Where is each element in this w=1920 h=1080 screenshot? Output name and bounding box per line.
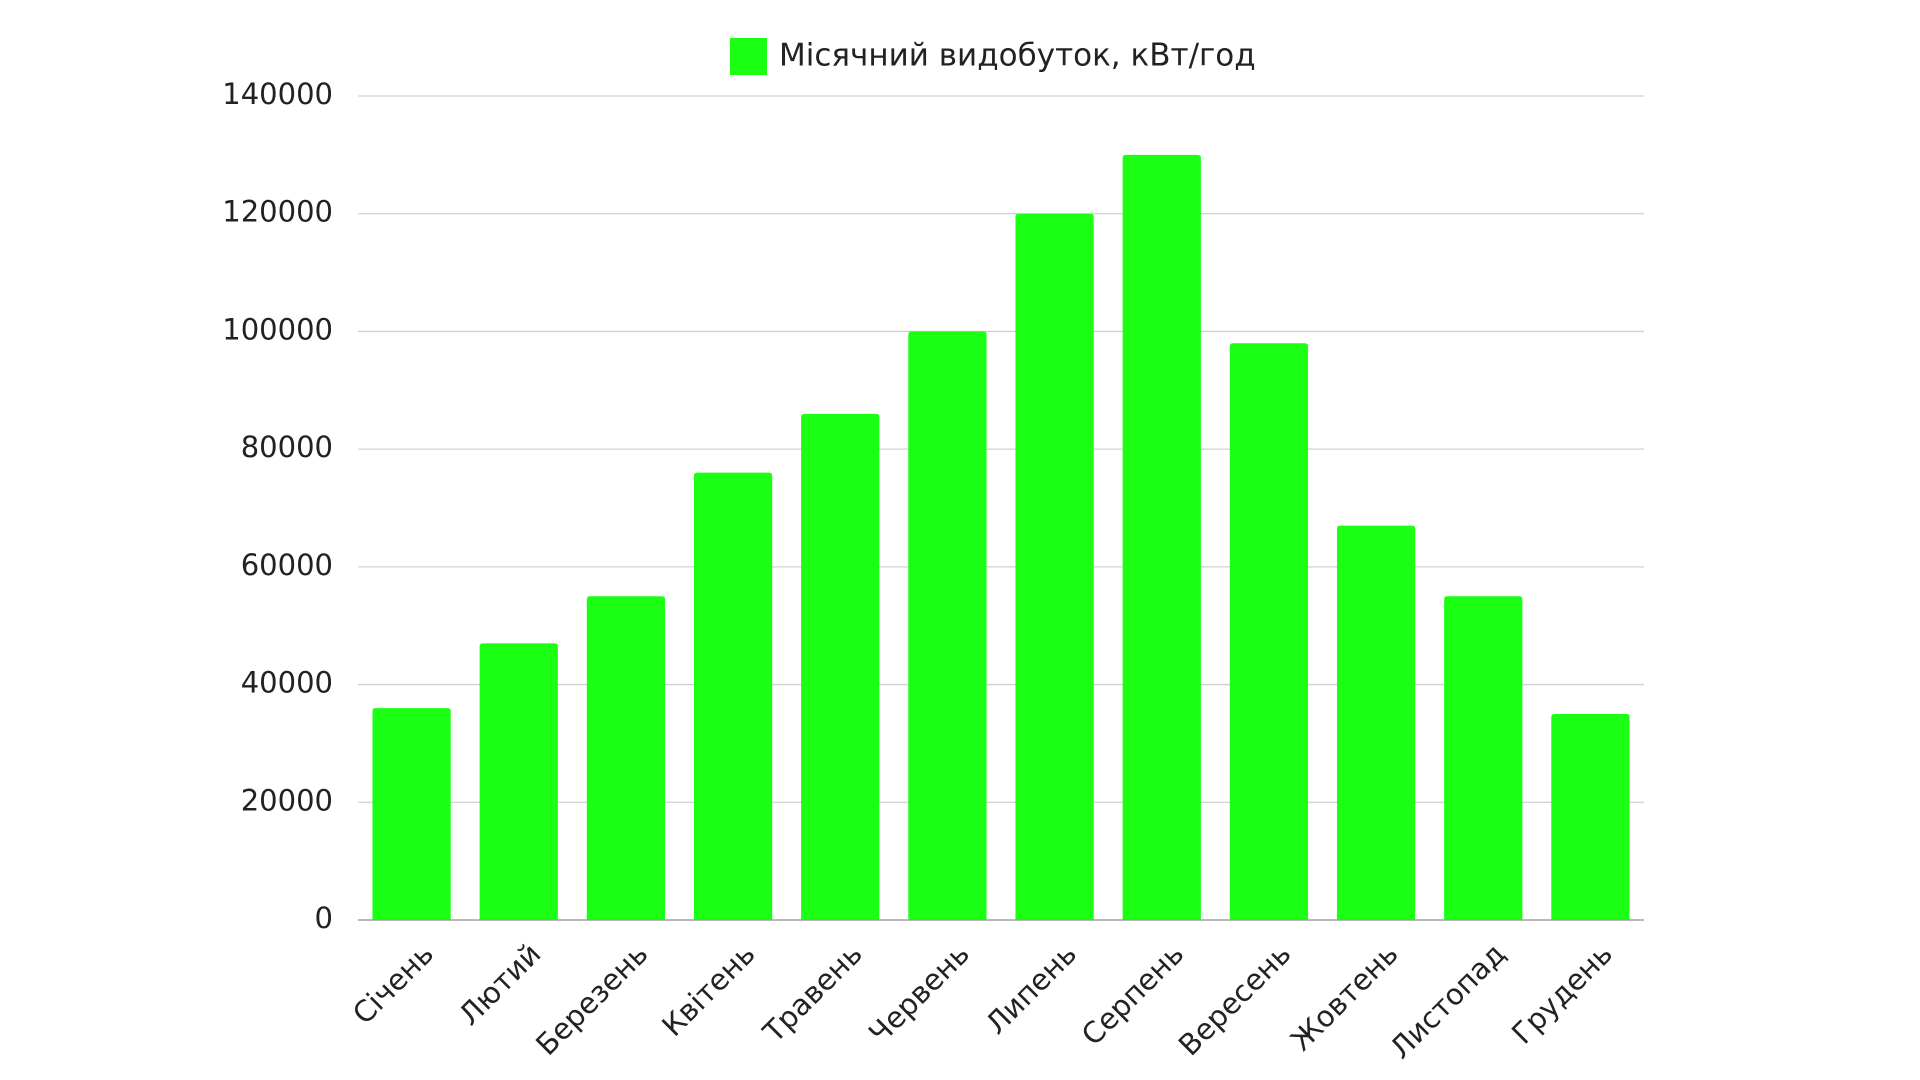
x-tick-label: Січень — [346, 937, 440, 1031]
x-tick-label: Квітень — [655, 937, 761, 1043]
bar — [372, 708, 451, 920]
y-tick-label: 120000 — [222, 195, 333, 229]
bar — [479, 643, 558, 920]
y-tick-label: 100000 — [222, 312, 333, 346]
bar — [1551, 714, 1630, 920]
x-tick-label: Липень — [979, 937, 1083, 1041]
x-tick-label: Грудень — [1505, 937, 1619, 1051]
bar — [1444, 596, 1523, 920]
bar — [693, 472, 773, 920]
y-tick-label: 140000 — [222, 77, 333, 111]
y-tick-label: 0 — [315, 901, 333, 935]
legend-swatch — [730, 38, 767, 75]
x-tick-label: Листопад — [1383, 937, 1512, 1066]
y-tick-label: 20000 — [241, 783, 333, 817]
bar — [908, 331, 987, 920]
bar — [1015, 213, 1094, 920]
y-tick-label: 60000 — [241, 548, 333, 582]
bar — [1229, 343, 1309, 920]
y-tick-label: 80000 — [241, 430, 333, 464]
x-tick-label: Лютий — [452, 937, 547, 1032]
x-tick-label: Серпень — [1075, 937, 1191, 1053]
bar — [801, 413, 880, 920]
bar — [1122, 154, 1201, 920]
x-tick-label: Травень — [756, 937, 869, 1050]
legend-label: Місячний видобуток, кВт/год — [779, 38, 1256, 74]
bar — [1336, 525, 1416, 920]
x-tick-label: Березень — [529, 937, 654, 1062]
y-tick-label: 40000 — [241, 666, 333, 700]
x-tick-label: Червень — [862, 937, 976, 1051]
x-tick-label: Вересень — [1172, 937, 1298, 1063]
bar — [586, 596, 666, 920]
